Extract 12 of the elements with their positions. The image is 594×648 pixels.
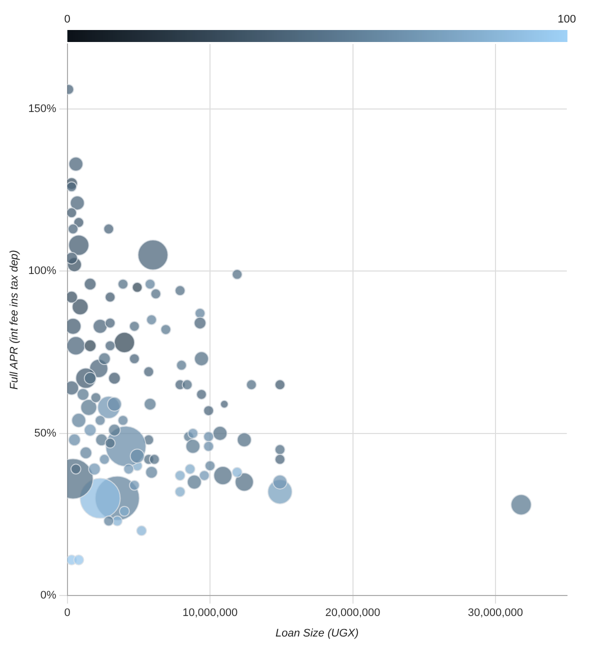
x-tick-label: 20,000,000: [325, 607, 380, 620]
y-tick-label: 50%: [34, 427, 57, 440]
y-axis-title: Full APR (int fee ins tax dep): [8, 250, 21, 390]
x-axis-title: Loan Size (UGX): [276, 627, 359, 640]
x-tick-label: 10,000,000: [182, 607, 238, 620]
color-bar-label: 0: [64, 13, 70, 26]
y-tick-label: 100%: [28, 265, 57, 278]
x-tick-label: 0: [64, 607, 70, 620]
y-tick-label: 0%: [40, 590, 57, 602]
color-bar-label: 100: [558, 13, 576, 26]
y-tick-label: 150%: [28, 102, 57, 115]
x-tick-label: 30,000,000: [468, 607, 523, 620]
